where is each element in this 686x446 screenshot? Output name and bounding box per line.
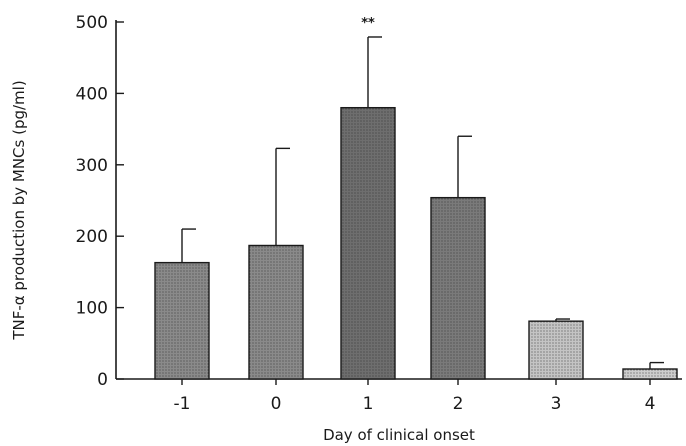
- x-tick-label: 2: [453, 394, 464, 414]
- x-tick-label: 0: [271, 394, 282, 414]
- x-tick-label: 3: [551, 394, 562, 414]
- y-axis: 0 100 200 300 400 500: [76, 13, 124, 390]
- bar: [622, 368, 678, 380]
- y-tick-label: 500: [76, 13, 108, 33]
- y-tick-label: 400: [76, 84, 108, 104]
- bar-group: [154, 228, 210, 380]
- y-tick-label: 200: [76, 227, 108, 247]
- x-axis: -1 0 1 2 3 4: [116, 378, 682, 414]
- bar: [340, 106, 396, 380]
- annotations: **: [361, 16, 375, 31]
- y-tick-label: 0: [97, 370, 108, 390]
- bar: [248, 244, 304, 380]
- y-axis-title: TNF-α production by MNCs (pg/ml): [10, 80, 28, 340]
- bar-group: [248, 147, 304, 380]
- bar-group: [622, 361, 678, 380]
- x-tick-label: -1: [174, 394, 191, 414]
- y-tick-label: 300: [76, 156, 108, 176]
- bar-group: [340, 36, 396, 380]
- x-axis-title: Day of clinical onset: [323, 426, 475, 444]
- bar: [528, 320, 584, 380]
- bars: [154, 36, 678, 380]
- bar: [154, 261, 210, 380]
- x-tick-label: 4: [645, 394, 656, 414]
- y-tick-label: 100: [76, 299, 108, 319]
- bar-group: [528, 318, 584, 380]
- bar-group: [430, 135, 486, 380]
- significance-annotation: **: [361, 16, 375, 31]
- x-tick-label: 1: [363, 394, 374, 414]
- bar: [430, 196, 486, 380]
